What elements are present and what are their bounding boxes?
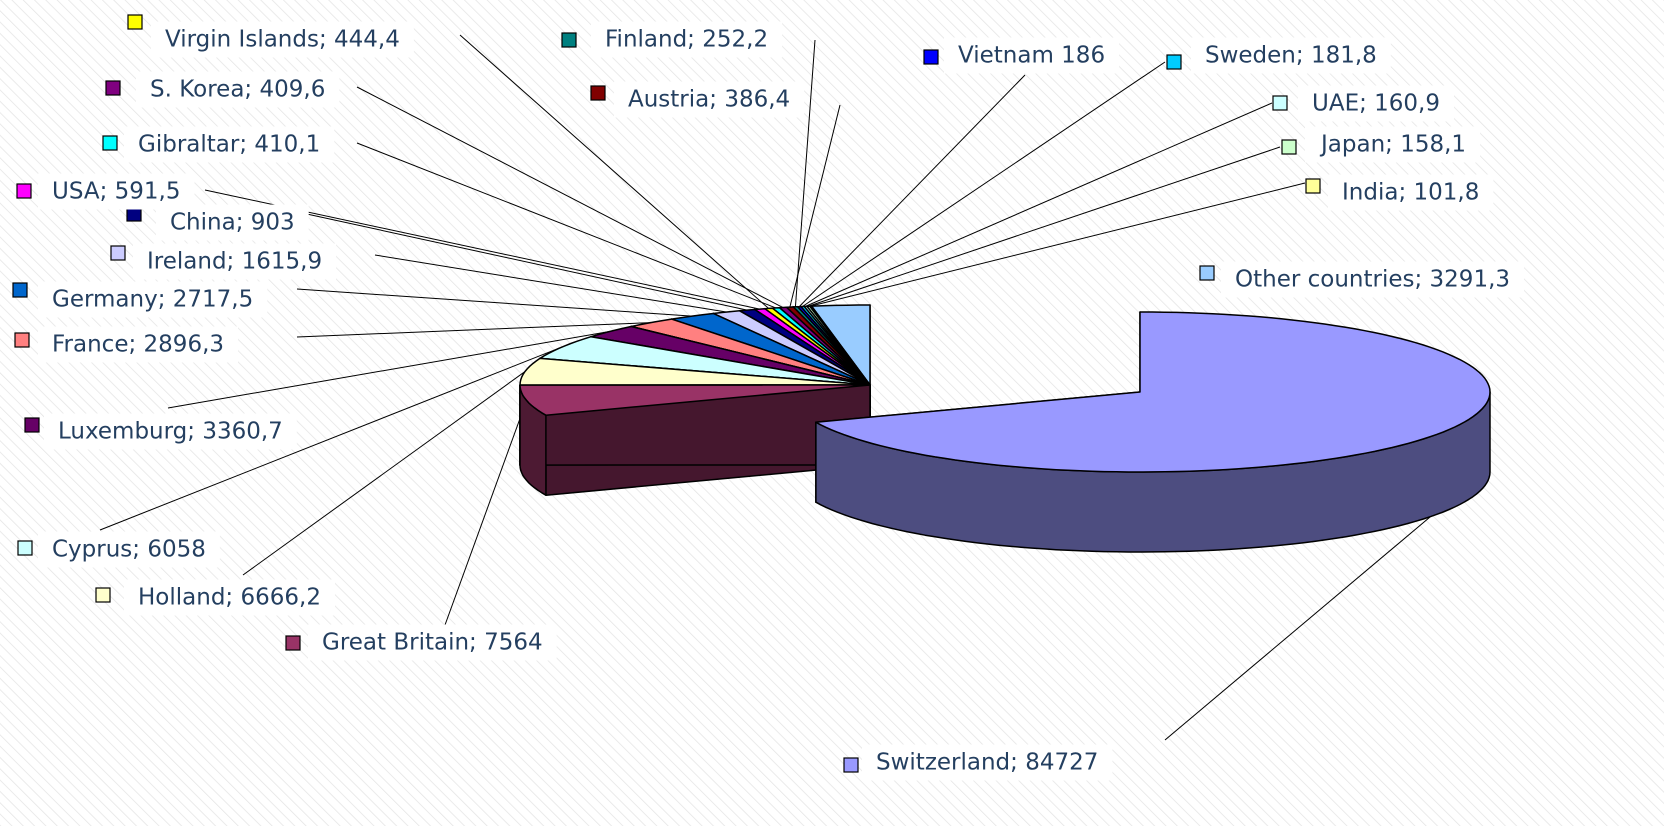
legend-marker xyxy=(285,635,301,651)
data-label: Switzerland; 84727 xyxy=(876,750,1098,776)
legend-marker xyxy=(127,14,143,30)
label-background xyxy=(38,173,195,210)
data-label: Virgin Islands; 444,4 xyxy=(165,27,400,53)
data-label: Germany; 2717,5 xyxy=(52,287,253,313)
label-background xyxy=(1191,37,1391,74)
legend-marker xyxy=(1281,139,1297,155)
data-label: Other countries; 3291,3 xyxy=(1235,267,1510,293)
data-label: Luxemburg; 3360,7 xyxy=(58,419,283,445)
data-label: China; 903 xyxy=(170,210,295,236)
leader-line xyxy=(808,146,1281,307)
leader-line xyxy=(794,39,816,307)
label-background xyxy=(862,744,1113,781)
label-background xyxy=(133,243,337,280)
data-label: S. Korea; 409,6 xyxy=(150,77,325,103)
legend-marker xyxy=(110,245,126,261)
slice xyxy=(519,384,871,416)
label-background xyxy=(591,21,783,58)
label-background xyxy=(124,126,335,163)
data-label: Cyprus; 6058 xyxy=(52,537,206,563)
leader-line xyxy=(292,210,748,311)
leader-line xyxy=(167,330,611,409)
leader-line xyxy=(374,254,727,313)
leader-line xyxy=(798,74,1026,308)
data-label: France; 2896,3 xyxy=(52,332,224,358)
legend-marker xyxy=(12,282,28,298)
data-label: Great Britain; 7564 xyxy=(322,630,543,656)
leader-line xyxy=(805,102,1273,307)
leader-line xyxy=(296,288,693,317)
legend-marker xyxy=(1166,54,1182,70)
slice xyxy=(815,311,1491,473)
legend-marker xyxy=(1305,178,1321,194)
label-background xyxy=(614,81,805,118)
data-label: Sweden; 181,8 xyxy=(1205,43,1377,69)
pie xyxy=(519,304,1491,553)
legend-marker xyxy=(14,332,30,348)
legend-marker xyxy=(1272,95,1288,111)
data-label: Finland; 252,2 xyxy=(605,27,768,53)
legend-marker xyxy=(923,49,939,65)
legend-marker xyxy=(843,757,859,773)
legend-marker xyxy=(590,85,606,101)
label-background xyxy=(38,326,239,363)
slice xyxy=(519,384,871,496)
data-label: UAE; 160,9 xyxy=(1312,91,1440,117)
leader-lines xyxy=(99,34,1431,741)
data-label: Austria; 386,4 xyxy=(628,87,790,113)
leader-line xyxy=(99,346,563,531)
label-background xyxy=(1328,174,1494,211)
label-background xyxy=(124,579,335,616)
legend-marker xyxy=(102,135,118,151)
label-background xyxy=(1221,261,1525,298)
slice xyxy=(519,357,871,386)
leader-line xyxy=(296,322,651,338)
label-background xyxy=(156,204,309,241)
label-background xyxy=(136,71,340,108)
legend-marker xyxy=(1199,265,1215,281)
labels: Switzerland; 84727 Great Britain; 7564Hol… xyxy=(12,14,1525,781)
data-label: USA; 591,5 xyxy=(52,179,181,205)
slice xyxy=(815,311,1491,553)
label-background xyxy=(308,624,557,661)
legend-marker xyxy=(105,80,121,96)
slice xyxy=(539,335,871,386)
data-label: Gibraltar; 410,1 xyxy=(138,132,320,158)
data-label: Ireland; 1615,9 xyxy=(147,249,322,275)
data-label: Vietnam 186 xyxy=(958,43,1105,69)
label-background xyxy=(151,21,414,58)
label-background xyxy=(38,281,268,318)
label-background xyxy=(38,531,220,568)
label-background xyxy=(944,37,1120,74)
label-background xyxy=(1298,85,1455,122)
legend-marker xyxy=(95,587,111,603)
data-label: Japan; 158,1 xyxy=(1319,132,1466,158)
legend-marker xyxy=(561,32,577,48)
label-background xyxy=(44,413,297,450)
leader-line xyxy=(356,142,777,309)
leader-line xyxy=(356,86,784,308)
legend-marker xyxy=(16,183,32,199)
data-label: India; 101,8 xyxy=(1342,180,1479,206)
legend-marker xyxy=(24,417,40,433)
leader-line xyxy=(444,400,528,626)
leader-line xyxy=(242,371,526,576)
legend-marker xyxy=(17,540,33,556)
data-label: Holland; 6666,2 xyxy=(138,585,321,611)
leader-line xyxy=(459,34,769,309)
leader-line xyxy=(810,182,1306,307)
label-background xyxy=(1305,126,1481,163)
leader-line xyxy=(802,61,1166,307)
leader-line xyxy=(1164,516,1431,741)
